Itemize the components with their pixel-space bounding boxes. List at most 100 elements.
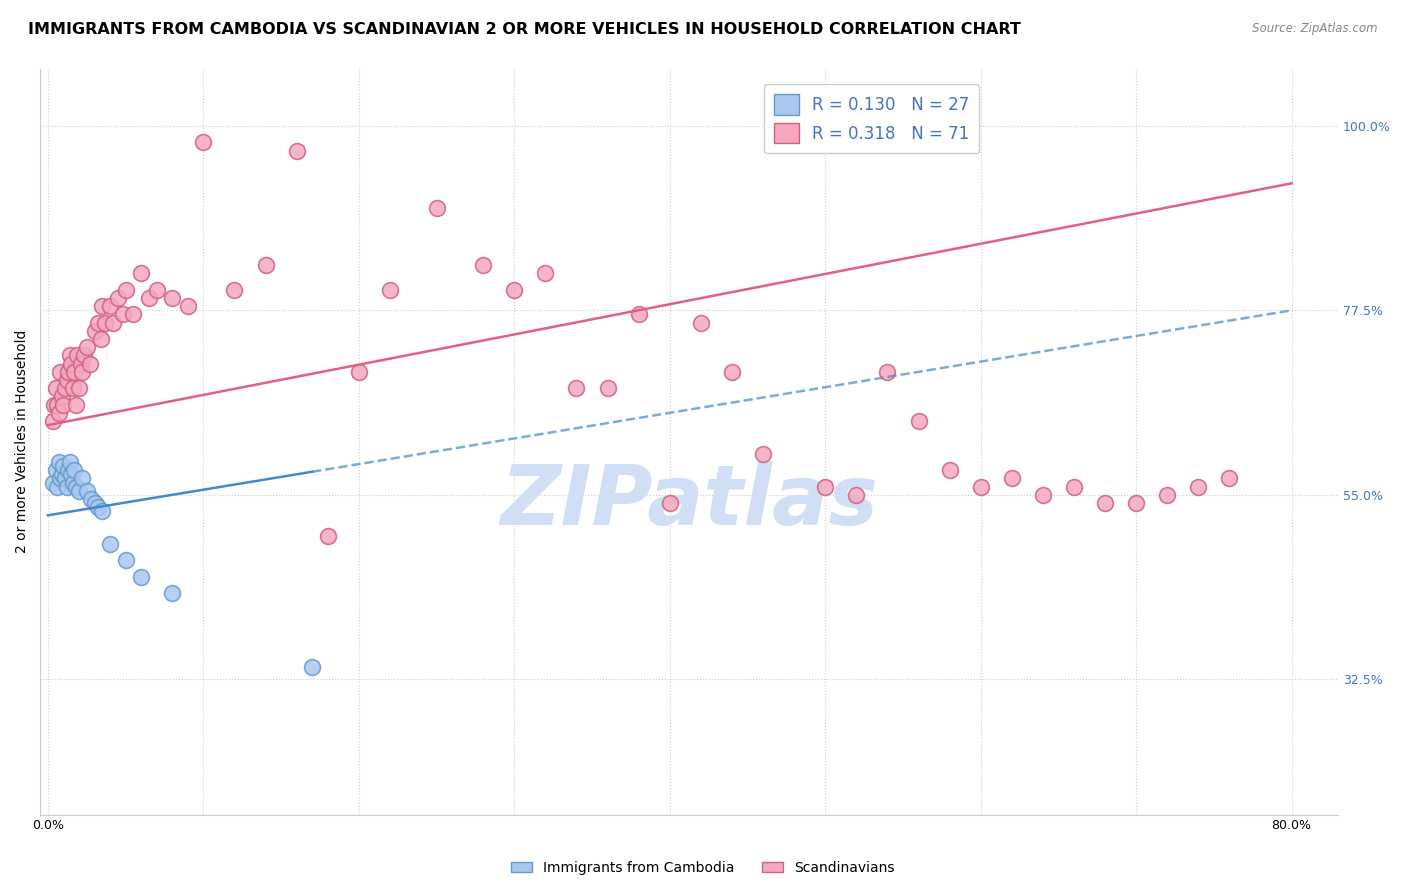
Point [48, 455, 70, 469]
Point [111, 308, 134, 322]
Point [63, 365, 86, 379]
Point [79, 357, 101, 371]
Point [65, 480, 87, 494]
Point [51, 389, 73, 403]
Point [534, 267, 557, 281]
Point [876, 365, 898, 379]
Y-axis label: 2 or more Vehicles in Household: 2 or more Vehicles in Household [15, 330, 30, 553]
Point [76, 340, 98, 354]
Point [301, 660, 323, 674]
Point [658, 496, 681, 510]
Point [316, 529, 339, 543]
Point [752, 447, 775, 461]
Point [122, 308, 145, 322]
Text: ZIPatlas: ZIPatlas [501, 460, 879, 541]
Point [1156, 488, 1178, 502]
Point [627, 308, 650, 322]
Point [56, 463, 79, 477]
Point [596, 381, 619, 395]
Point [721, 365, 744, 379]
Point [162, 291, 184, 305]
Point [45, 463, 67, 477]
Point [46, 398, 69, 412]
Point [53, 381, 76, 395]
Point [1218, 471, 1240, 485]
Point [60, 357, 83, 371]
Point [845, 488, 868, 502]
Point [98, 299, 121, 313]
Point [98, 537, 121, 551]
Point [70, 471, 93, 485]
Point [1187, 480, 1209, 494]
Point [62, 381, 84, 395]
Point [51, 467, 73, 482]
Point [814, 480, 837, 494]
Point [67, 381, 90, 395]
Point [65, 398, 87, 412]
Point [91, 299, 114, 313]
Point [83, 496, 105, 510]
Point [1094, 496, 1116, 510]
Point [129, 570, 152, 584]
Point [72, 348, 94, 362]
Point [90, 332, 112, 346]
Point [67, 483, 90, 498]
Point [177, 299, 200, 313]
Point [285, 144, 308, 158]
Point [80, 491, 103, 506]
Point [41, 475, 63, 490]
Point [145, 283, 167, 297]
Point [45, 381, 67, 395]
Point [42, 398, 65, 412]
Point [689, 316, 711, 330]
Point [48, 406, 70, 420]
Point [347, 365, 370, 379]
Point [86, 500, 108, 515]
Point [41, 414, 63, 428]
Point [254, 258, 277, 272]
Text: Source: ZipAtlas.com: Source: ZipAtlas.com [1253, 22, 1378, 36]
Point [59, 348, 82, 362]
Point [1001, 471, 1024, 485]
Point [129, 267, 152, 281]
Text: IMMIGRANTS FROM CAMBODIA VS SCANDINAVIAN 2 OR MORE VEHICLES IN HOUSEHOLD CORRELA: IMMIGRANTS FROM CAMBODIA VS SCANDINAVIAN… [28, 22, 1021, 37]
Point [503, 283, 526, 297]
Point [55, 480, 77, 494]
Point [193, 136, 215, 150]
Point [138, 291, 160, 305]
Point [76, 483, 98, 498]
Point [63, 463, 86, 477]
Point [49, 365, 72, 379]
Point [66, 348, 89, 362]
Point [1125, 496, 1147, 510]
Legend: Immigrants from Cambodia, Scandinavians: Immigrants from Cambodia, Scandinavians [506, 855, 900, 880]
Legend: R = 0.130   N = 27, R = 0.318   N = 71: R = 0.130 N = 27, R = 0.318 N = 71 [763, 85, 980, 153]
Point [52, 398, 75, 412]
Point [62, 475, 84, 490]
Point [83, 324, 105, 338]
Point [70, 365, 93, 379]
Point [1063, 480, 1085, 494]
Point [907, 414, 929, 428]
Point [69, 357, 91, 371]
Point [224, 283, 246, 297]
Point [114, 283, 136, 297]
Point [114, 553, 136, 567]
Point [425, 201, 447, 215]
Point [472, 258, 495, 272]
Point [101, 316, 124, 330]
Point [162, 586, 184, 600]
Point [1032, 488, 1054, 502]
Point [46, 480, 69, 494]
Point [565, 381, 588, 395]
Point [378, 283, 401, 297]
Point [107, 291, 129, 305]
Point [970, 480, 993, 494]
Point [53, 471, 76, 485]
Point [49, 471, 72, 485]
Point [938, 463, 960, 477]
Point [56, 365, 79, 379]
Point [52, 459, 75, 474]
Point [86, 316, 108, 330]
Point [60, 467, 83, 482]
